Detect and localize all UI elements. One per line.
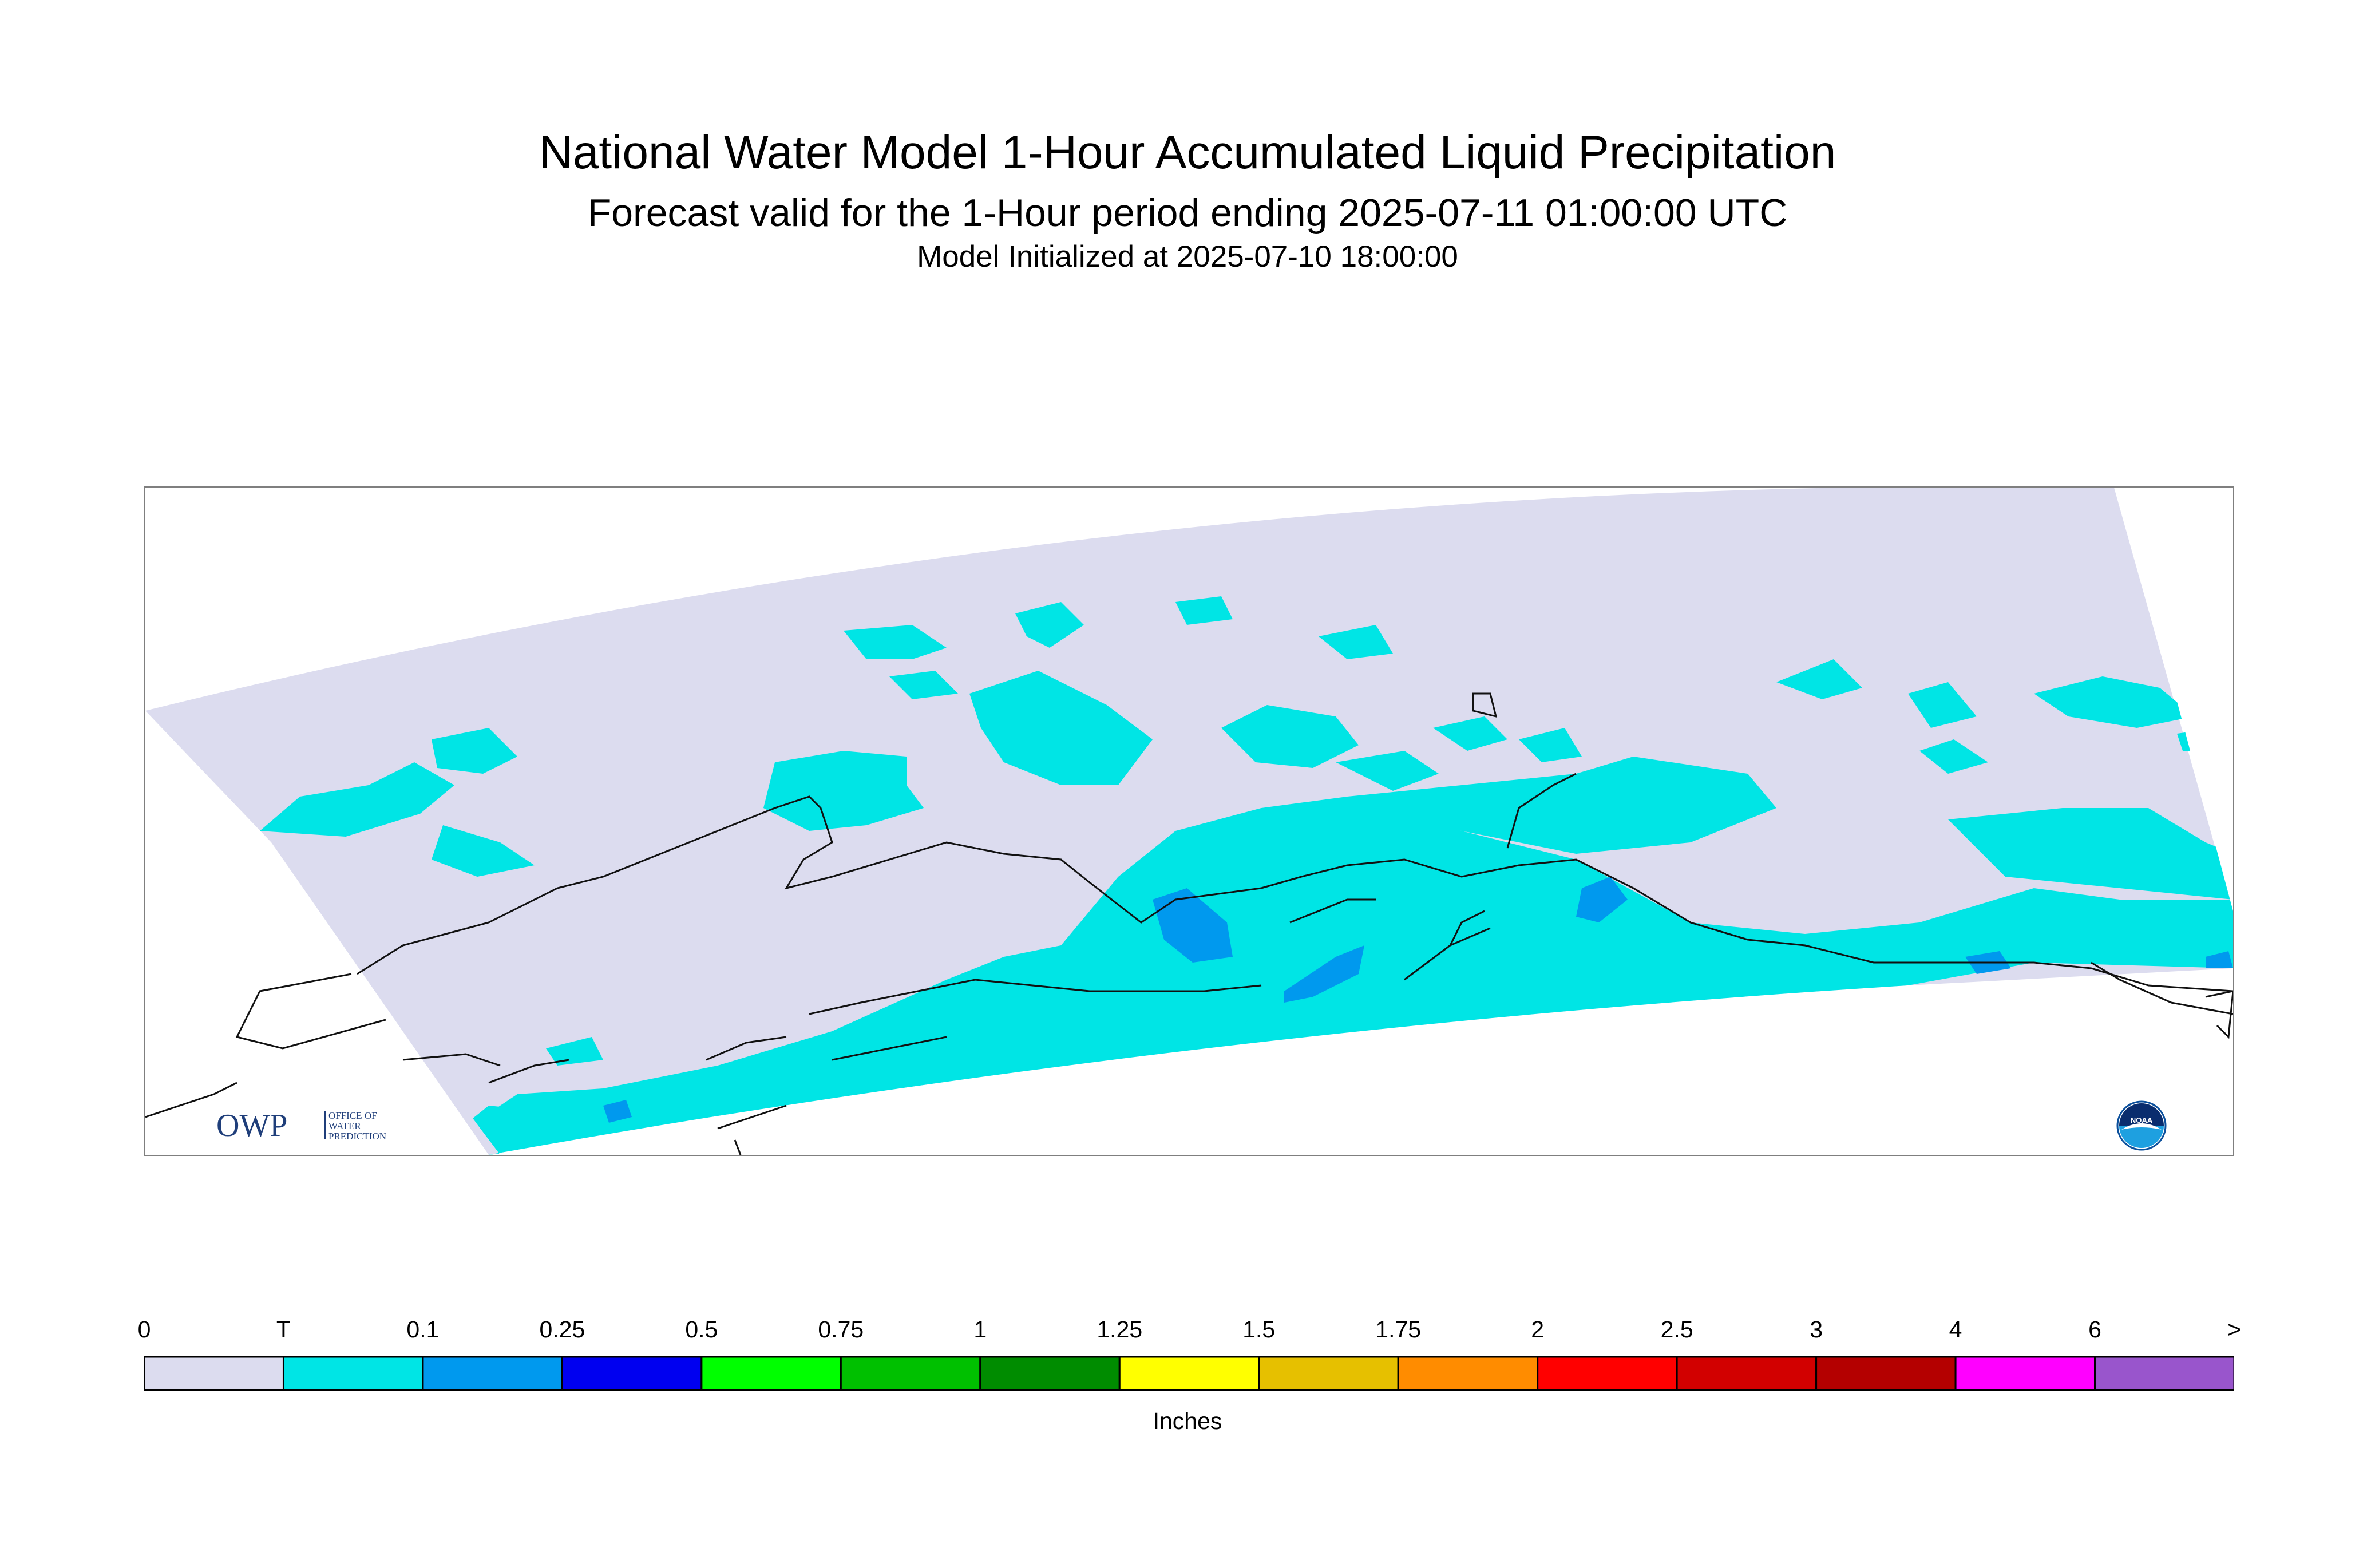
legend-tick-label: 0.75 (818, 1316, 864, 1343)
legend-tick-label: 4 (1949, 1316, 1962, 1343)
legend-tick-label: 2 (1531, 1316, 1545, 1343)
legend-swatch (700, 1356, 842, 1391)
legend-swatch (2094, 1356, 2234, 1391)
legend-swatch (840, 1356, 981, 1391)
legend-tick-label: 0.25 (539, 1316, 585, 1343)
legend-swatch (422, 1356, 563, 1391)
legend-tick-label: 1.5 (1242, 1316, 1276, 1343)
noaa-logo: NOAA (2116, 1100, 2167, 1154)
legend-tick-label: 6 (2088, 1316, 2101, 1343)
legend-tick-label: 0.1 (406, 1316, 440, 1343)
legend-tick-label: 2.5 (1660, 1316, 1693, 1343)
owp-logo-line-3: PREDICTION (328, 1131, 386, 1142)
legend-swatch (282, 1356, 424, 1391)
legend-swatch (1676, 1356, 1818, 1391)
legend-tick-label: 3 (1810, 1316, 1823, 1343)
legend-swatch (1258, 1356, 1399, 1391)
owp-logo-mark: OWP (216, 1108, 287, 1142)
legend-tick-label: 0.5 (685, 1316, 718, 1343)
legend-tick-label: 1 (973, 1316, 987, 1343)
map-subtitle: Forecast valid for the 1-Hour period end… (587, 191, 1788, 235)
color-legend (144, 1356, 2234, 1391)
legend-swatch (144, 1356, 284, 1391)
owp-logo-line-2: WATER (328, 1120, 361, 1131)
owp-logo-line-1: OFFICE OF (328, 1110, 377, 1121)
legend-swatch (1118, 1356, 1260, 1391)
legend-tick-label: 1.25 (1097, 1316, 1143, 1343)
legend-swatch (1397, 1356, 1539, 1391)
precip-trace-areas (260, 596, 2233, 1155)
legend-swatch (1815, 1356, 1957, 1391)
legend-swatch (1537, 1356, 1678, 1391)
coastline (145, 692, 2233, 1155)
precip-map (145, 488, 2233, 1155)
legend-units: Inches (1153, 1408, 1222, 1434)
model-init-time: Model Initialized at 2025-07-10 18:00:00 (917, 240, 1458, 274)
noaa-logo-mark: NOAA (2131, 1116, 2153, 1124)
map-frame (144, 486, 2234, 1156)
legend-tick-label: 0 (137, 1316, 151, 1343)
owp-logo: OWP OFFICE OF WATER PREDICTION (216, 1107, 422, 1145)
legend-tick-label: > (2227, 1316, 2241, 1343)
legend-swatch (561, 1356, 703, 1391)
map-title: National Water Model 1-Hour Accumulated … (539, 126, 1836, 179)
precip-light-areas (603, 877, 2233, 1123)
legend-tick-label: T (276, 1316, 291, 1343)
legend-swatch (1954, 1356, 2096, 1391)
legend-tick-label: 1.75 (1375, 1316, 1422, 1343)
legend-swatch (979, 1356, 1121, 1391)
